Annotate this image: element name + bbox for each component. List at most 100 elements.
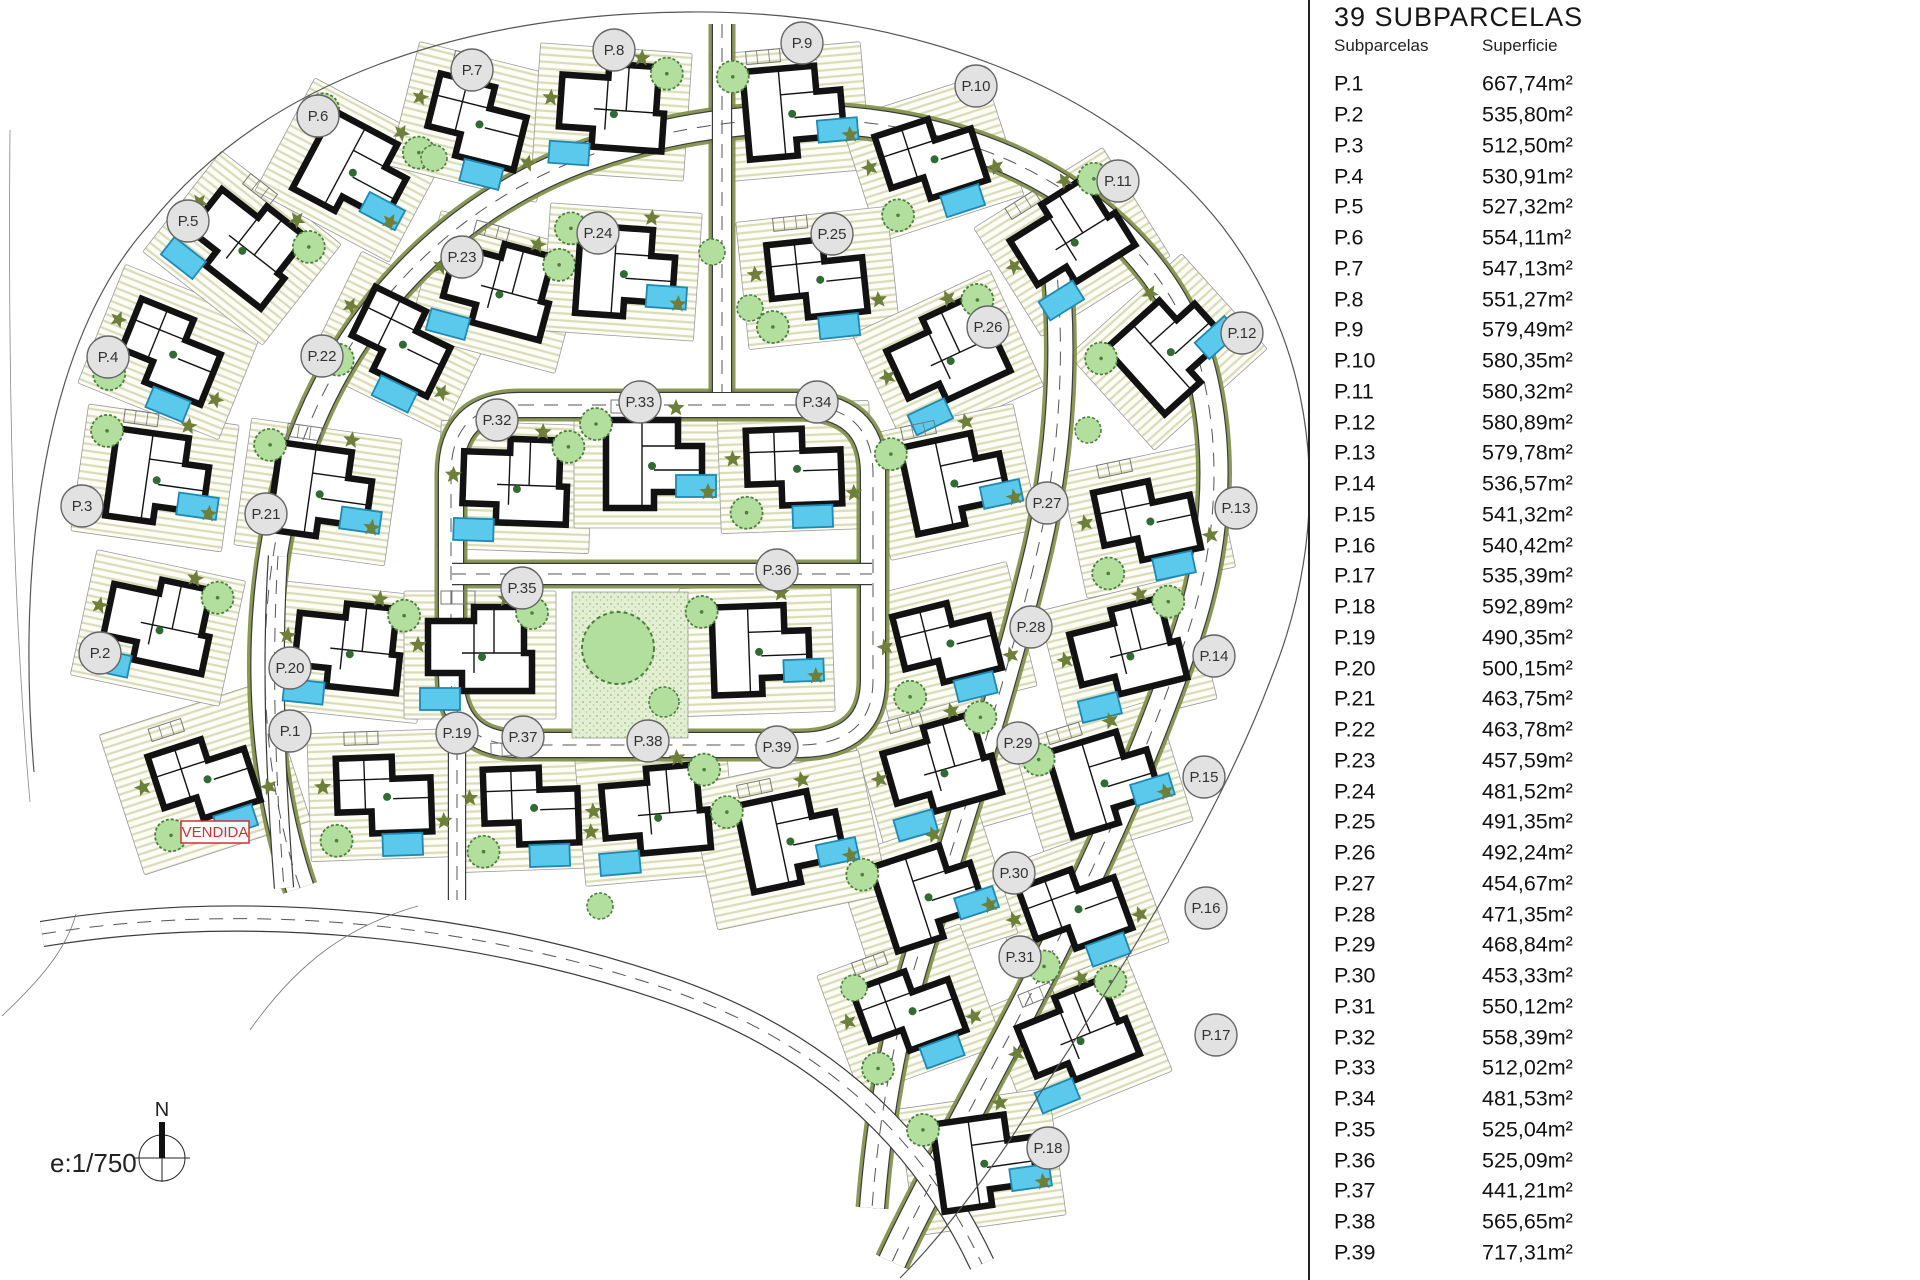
subparcel-area: 492,24m² — [1482, 840, 1573, 865]
subparcel-row: P.36 525,09m² — [1334, 1145, 1918, 1176]
plot — [860, 115, 1004, 233]
subparcel-row: P.27 454,67m² — [1334, 869, 1918, 900]
subparcel-area: 551,27m² — [1482, 287, 1573, 312]
pool — [338, 505, 383, 535]
house-interior-wall — [748, 630, 785, 633]
house-interior-wall — [140, 621, 210, 638]
line — [145, 412, 149, 426]
plot-label-circle — [1192, 634, 1236, 678]
plot-label-text: P.37 — [509, 729, 538, 746]
panel-column-headers: Subparcelas Superficie — [1334, 36, 1918, 62]
plot-label-text: P.25 — [818, 226, 847, 243]
boundary-outline — [28, 11, 1308, 1279]
courtyard-plant-icon — [238, 246, 247, 255]
subparcel-id: P.11 — [1334, 379, 1374, 404]
house-interior-wall — [625, 65, 631, 112]
plot-label-circle — [592, 28, 636, 72]
plot — [579, 399, 717, 512]
subparcel-id: P.18 — [1334, 594, 1376, 619]
plot — [839, 950, 982, 1086]
bush-icon — [1130, 585, 1148, 603]
house-interior-wall — [486, 257, 502, 309]
subparcel-id: P.14 — [1334, 471, 1376, 496]
house-interior-wall — [365, 305, 417, 332]
line — [1106, 463, 1111, 477]
vendida-box — [180, 820, 250, 844]
house-interior-wall — [770, 798, 791, 885]
line — [169, 721, 175, 735]
subparcel-area: 558,39m² — [1482, 1025, 1573, 1050]
bush-icon — [807, 666, 825, 684]
house-footprint — [1065, 593, 1192, 699]
house-interior-wall — [1132, 324, 1193, 391]
line — [1118, 460, 1123, 474]
plot-label-circle — [78, 631, 122, 675]
subparcel-area: 525,04m² — [1482, 1117, 1573, 1142]
subparcel-area: 491,35m² — [1482, 809, 1573, 834]
vendida-label: VENDIDA — [182, 824, 249, 841]
parking-strip — [122, 408, 160, 428]
plot — [723, 425, 863, 530]
courtyard-plant-icon — [478, 653, 486, 661]
plot — [159, 172, 326, 313]
parking-strip — [735, 777, 774, 799]
bush-icon — [841, 846, 859, 864]
line — [897, 718, 902, 731]
subparcel-area: 536,57m² — [1482, 471, 1573, 496]
bush-icon — [668, 748, 686, 766]
subparcel-id: P.9 — [1334, 317, 1364, 342]
bush-icon — [699, 483, 717, 500]
house-interior-wall — [957, 476, 1005, 488]
roadside-tree-icon — [698, 238, 726, 266]
plot — [1076, 457, 1219, 591]
subparcel-id: P.2 — [1334, 102, 1364, 127]
subparcel-row: P.9 579,49m² — [1334, 315, 1918, 346]
subparcel-row: P.26 492,24m² — [1334, 838, 1918, 869]
courtyard-plant-icon — [530, 803, 539, 812]
house-interior-wall — [1107, 771, 1154, 788]
subparcel-id: P.5 — [1334, 194, 1364, 219]
subparcel-area: 468,84m² — [1482, 932, 1573, 957]
house-interior-wall — [768, 260, 825, 268]
line — [1024, 195, 1032, 208]
bush-icon — [584, 802, 602, 820]
parked-car — [472, 219, 511, 243]
parking-strip — [1045, 721, 1083, 746]
house-interior-wall — [918, 997, 955, 1012]
line — [1014, 202, 1022, 214]
tree-center-dot — [1166, 599, 1171, 604]
plot — [870, 700, 1006, 843]
bush-icon — [435, 811, 453, 829]
parking-strip — [850, 950, 889, 977]
bush-icon — [869, 290, 887, 308]
bush-icon — [792, 771, 810, 789]
bush-icon — [938, 290, 956, 308]
house-interior-wall — [1113, 623, 1128, 675]
pool — [598, 849, 642, 877]
house-interior-wall — [746, 606, 752, 695]
house-interior-wall — [1174, 321, 1212, 355]
house-interior-wall — [986, 1160, 1035, 1169]
house-interior-wall — [904, 856, 933, 941]
parking-strip — [472, 219, 511, 243]
bush-icon — [1101, 712, 1118, 730]
subparcel-row: P.29 468,84m² — [1334, 930, 1918, 961]
line — [1067, 725, 1073, 739]
line — [908, 714, 913, 728]
house-interior-wall — [480, 284, 549, 305]
subparcel-panel: 39 SUBPARCELAS Subparcelas Superficie P.… — [1308, 0, 1918, 1280]
plot — [542, 48, 684, 167]
pool — [144, 385, 192, 424]
parking-strip — [886, 711, 924, 735]
plot — [133, 718, 277, 853]
pool — [419, 687, 461, 711]
plot — [253, 422, 383, 540]
plot-label-text: P.5 — [178, 213, 199, 230]
courtyard-plant-icon — [788, 109, 797, 118]
pool — [1128, 772, 1176, 808]
bush-icon — [207, 391, 225, 409]
tree-center-dot — [744, 510, 749, 515]
tree-center-dot — [1106, 571, 1111, 576]
plot-label-circle — [166, 199, 210, 243]
house-interior-wall — [803, 468, 842, 472]
